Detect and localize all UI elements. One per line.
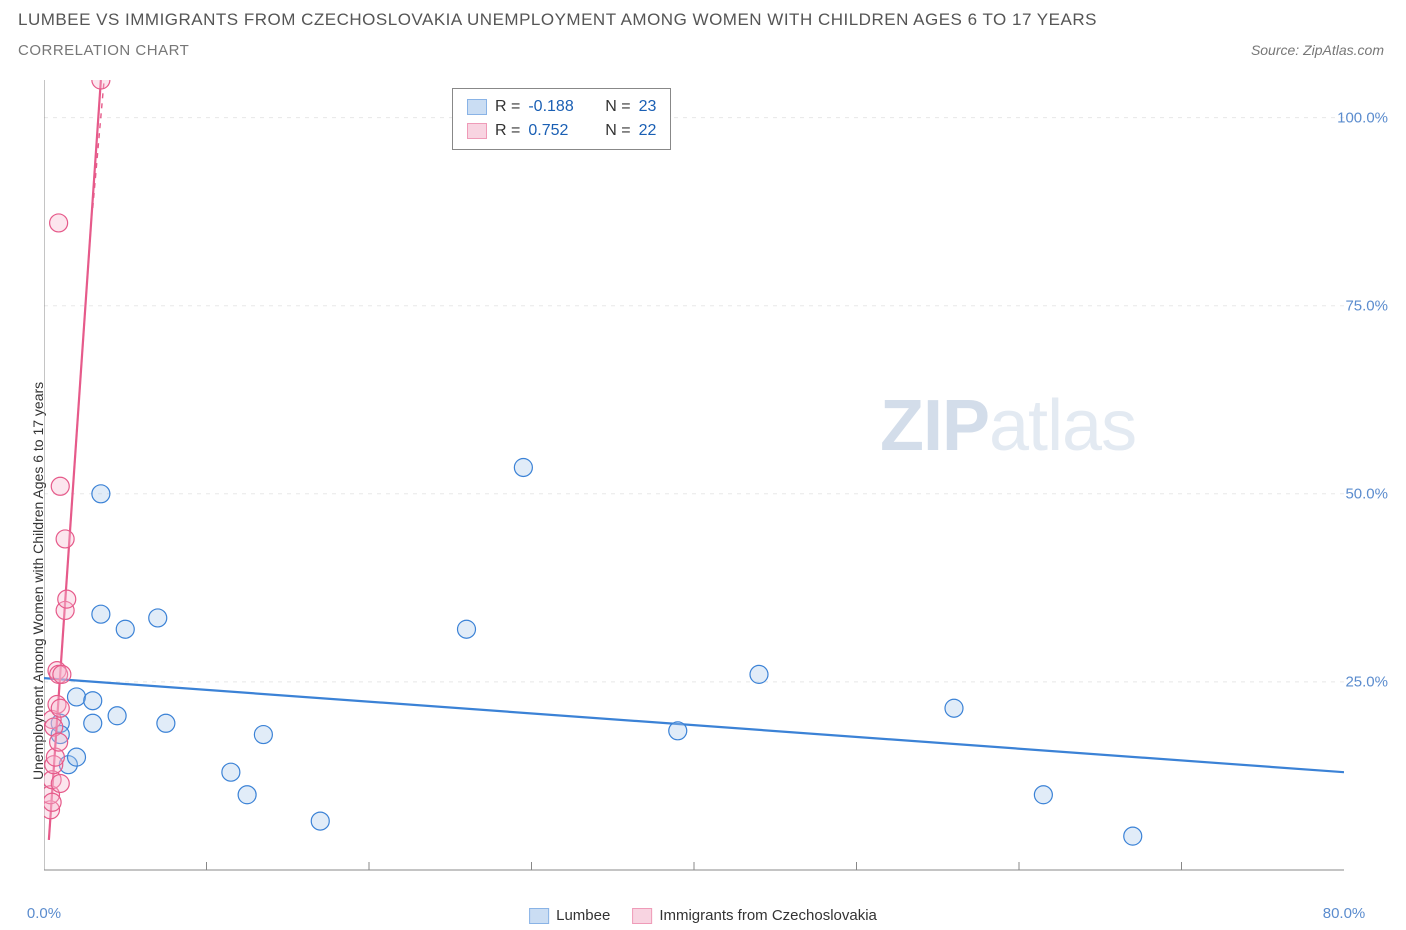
stat-r-value: -0.188 (528, 98, 588, 116)
x-tick-label: 0.0% (27, 905, 61, 922)
stat-n-label: N = (596, 98, 630, 116)
stat-n-value: 23 (639, 98, 657, 116)
x-tick-label: 80.0% (1323, 905, 1366, 922)
legend-swatch (529, 908, 549, 924)
legend-swatch (632, 908, 652, 924)
stats-box: R = -0.188 N = 23R = 0.752 N = 22 (452, 88, 671, 150)
legend-label: Immigrants from Czechoslovakia (659, 907, 877, 924)
legend-label: Lumbee (556, 907, 610, 924)
y-tick-label: 50.0% (1345, 485, 1388, 502)
series-swatch (467, 99, 487, 115)
legend-item: Immigrants from Czechoslovakia (632, 907, 877, 924)
source-label: Source: ZipAtlas.com (1251, 42, 1384, 58)
stat-r-label: R = (495, 122, 520, 140)
stat-r-label: R = (495, 98, 520, 116)
chart-title: LUMBEE VS IMMIGRANTS FROM CZECHOSLOVAKIA… (18, 10, 1097, 30)
y-tick-label: 75.0% (1345, 297, 1388, 314)
scatter-plot (44, 80, 1344, 880)
stats-row: R = -0.188 N = 23 (467, 95, 656, 119)
legend: Lumbee Immigrants from Czechoslovakia (529, 907, 877, 924)
y-tick-label: 100.0% (1337, 109, 1388, 126)
series-swatch (467, 123, 487, 139)
stat-n-label: N = (596, 122, 630, 140)
stat-n-value: 22 (639, 122, 657, 140)
stats-row: R = 0.752 N = 22 (467, 119, 656, 143)
chart-subtitle: CORRELATION CHART (18, 42, 189, 59)
stat-r-value: 0.752 (528, 122, 588, 140)
y-tick-label: 25.0% (1345, 673, 1388, 690)
legend-item: Lumbee (529, 907, 610, 924)
